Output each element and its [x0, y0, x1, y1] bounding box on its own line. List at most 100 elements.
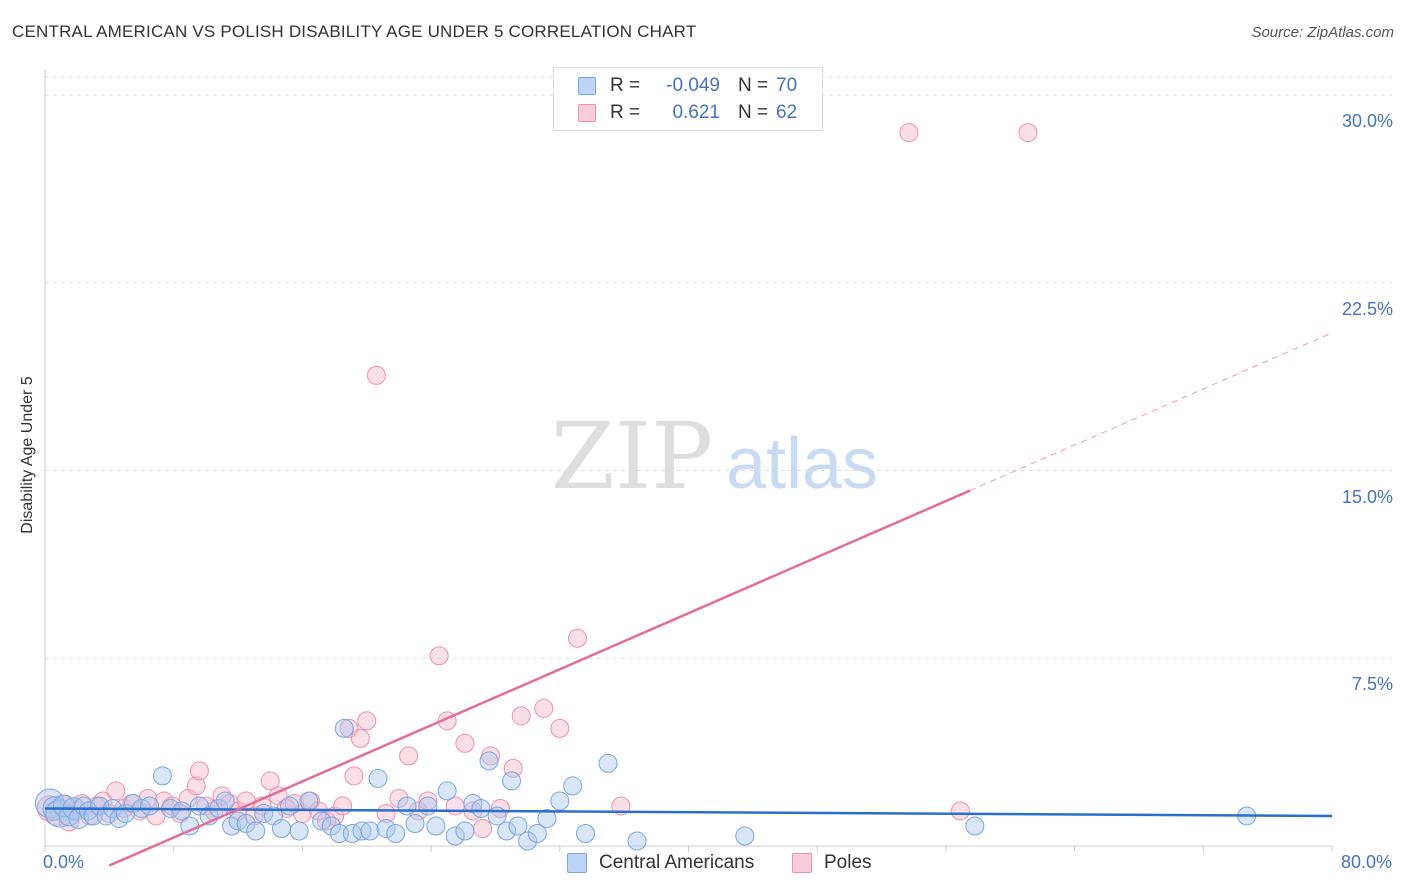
central-americans-point: [334, 718, 354, 738]
chart-title: CENTRAL AMERICAN VS POLISH DISABILITY AG…: [12, 22, 697, 41]
poles-point: [550, 718, 570, 738]
central-americans-point: [437, 781, 457, 801]
poles-point: [260, 771, 280, 791]
central-americans-point: [426, 816, 446, 836]
legend-item-central-americans[interactable]: Central Americans: [567, 852, 754, 874]
central-americans-point: [222, 816, 242, 836]
poles-point: [284, 793, 304, 813]
poles-point: [376, 803, 396, 823]
central-americans-point: [83, 806, 103, 826]
poles-point: [534, 698, 554, 718]
grid-lines: [45, 76, 1392, 659]
central-americans-point: [360, 821, 380, 841]
watermark-atlas: atlas: [726, 424, 878, 504]
central-americans-point: [508, 816, 528, 836]
legend-swatch-blue: [567, 853, 587, 873]
poles-point: [212, 786, 232, 806]
legend-n-label: N =: [738, 75, 769, 96]
x-tick-label: 0.0%: [43, 852, 85, 872]
legend-row-central-americans: R = -0.049 N = 70: [578, 74, 797, 98]
central-americans-point: [455, 821, 475, 841]
y-tick-label: 15.0%: [1341, 486, 1393, 507]
central-americans-point: [228, 811, 248, 831]
central-americans-point: [965, 816, 985, 836]
legend-swatch-pink: [792, 853, 812, 873]
central-americans-point: [735, 826, 755, 846]
poles-point: [344, 766, 364, 786]
central-americans-point: [368, 768, 388, 788]
poles-point: [950, 801, 970, 821]
central-americans-point: [418, 796, 438, 816]
poles-point: [455, 733, 475, 753]
poles-trend-extension: [969, 332, 1333, 492]
central-americans-points: [34, 718, 1257, 851]
y-tick-label: 30.0%: [1341, 111, 1393, 132]
y-axis-label: Disability Age Under 5: [19, 376, 36, 534]
central-americans-point: [576, 823, 596, 843]
central-americans-trend-line: [44, 807, 1333, 818]
poles-point: [567, 628, 587, 648]
source-credit: Source: ZipAtlas.com: [1251, 24, 1394, 41]
central-americans-point: [321, 816, 341, 836]
central-americans-point: [537, 808, 557, 828]
central-americans-point: [479, 751, 499, 771]
poles-points: [36, 123, 1038, 838]
central-americans-point: [502, 771, 522, 791]
central-americans-point: [405, 813, 425, 833]
poles-point: [511, 706, 531, 726]
poles-point: [350, 728, 370, 748]
poles-point: [399, 746, 419, 766]
legend-r-value: -0.049: [666, 75, 720, 96]
watermark: ZIP atlas: [551, 403, 878, 510]
central-americans-point: [172, 801, 192, 821]
central-americans-point: [386, 823, 406, 843]
central-americans-point: [329, 823, 349, 843]
y-tick-label: 7.5%: [1351, 674, 1393, 695]
legend-r-value: 0.621: [672, 102, 720, 123]
legend-n-value: 70: [776, 75, 798, 96]
legend-r-label: R =: [610, 102, 641, 123]
poles-point: [473, 818, 493, 838]
legend-row-poles: R = 0.621 N = 62: [578, 101, 797, 125]
axes: [44, 70, 1333, 852]
legend-item-poles[interactable]: Poles: [792, 852, 872, 874]
central-americans-point: [280, 796, 300, 816]
central-americans-point: [445, 826, 465, 846]
central-americans-point: [152, 766, 172, 786]
central-americans-point: [299, 791, 319, 811]
poles-point: [899, 123, 919, 143]
poles-point: [106, 781, 126, 801]
poles-point: [1018, 123, 1038, 143]
legend-n-value: 62: [776, 102, 798, 123]
central-americans-point: [518, 831, 538, 851]
central-americans-point: [215, 791, 235, 811]
legend-label-central-americans: Central Americans: [599, 852, 755, 873]
poles-point: [366, 365, 386, 385]
poles-point: [189, 761, 209, 781]
central-americans-point: [627, 831, 647, 851]
correlation-legend: R = -0.049 N = 70 R = 0.621 N = 62: [553, 67, 823, 131]
legend-swatch-blue: [578, 77, 596, 95]
legend-r-label: R =: [610, 75, 641, 96]
poles-point: [138, 788, 158, 808]
central-americans-point: [471, 798, 491, 818]
poles-point: [429, 646, 449, 666]
trend-lines: [44, 332, 1333, 867]
central-americans-point: [271, 818, 291, 838]
x-tick-label: 80.0%: [1340, 852, 1392, 872]
central-americans-point: [312, 811, 332, 831]
central-americans-point: [236, 813, 256, 833]
central-americans-point: [527, 823, 547, 843]
poles-point: [389, 788, 409, 808]
poles-point: [611, 796, 631, 816]
legend-label-poles: Poles: [824, 852, 872, 873]
central-americans-point: [397, 796, 417, 816]
y-tick-label: 22.5%: [1341, 298, 1393, 319]
poles-point: [357, 711, 377, 731]
central-americans-point: [550, 791, 570, 811]
central-americans-point: [140, 796, 160, 816]
central-americans-point: [352, 821, 372, 841]
legend-swatch-pink: [578, 104, 596, 122]
central-americans-point: [563, 776, 583, 796]
